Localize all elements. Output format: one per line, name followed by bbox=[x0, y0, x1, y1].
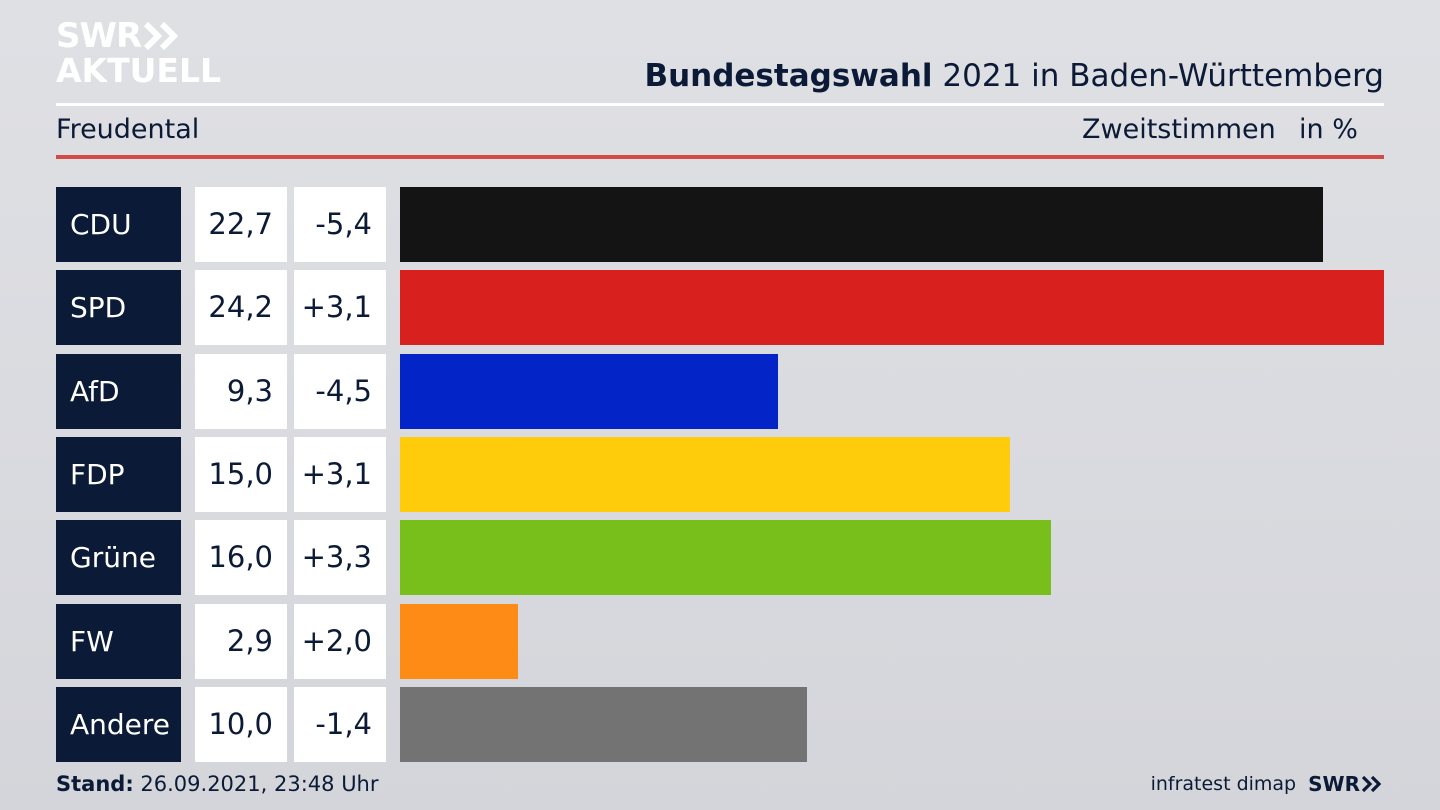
party-label: FDP bbox=[56, 437, 181, 512]
value-label: 15,0 bbox=[195, 437, 287, 512]
value-label: 10,0 bbox=[195, 687, 287, 762]
party-label: FW bbox=[56, 604, 181, 679]
timestamp: Stand: 26.09.2021, 23:48 Uhr bbox=[56, 772, 379, 796]
page-title: Bundestagswahl 2021 in Baden-Württemberg bbox=[644, 58, 1384, 94]
stand-value: 26.09.2021, 23:48 Uhr bbox=[140, 772, 379, 796]
bar bbox=[400, 437, 1010, 512]
diff-label: -5,4 bbox=[294, 187, 386, 262]
title-bold: Bundestagswahl bbox=[644, 58, 933, 94]
bar bbox=[400, 604, 518, 679]
bar bbox=[400, 687, 807, 762]
party-label: Grüne bbox=[56, 520, 181, 595]
value-label: 2,9 bbox=[195, 604, 287, 679]
swr-small-logo: SWR bbox=[1308, 772, 1384, 796]
diff-label: +3,1 bbox=[294, 270, 386, 345]
bar bbox=[400, 187, 1323, 262]
party-label: SPD bbox=[56, 270, 181, 345]
party-label: CDU bbox=[56, 187, 181, 262]
accent-divider bbox=[56, 155, 1384, 159]
double-chevron-right-icon bbox=[1362, 776, 1382, 792]
swr-aktuell-logo: SWR AKTUELL bbox=[56, 18, 221, 90]
source-label: infratest dimap bbox=[1150, 773, 1297, 795]
vote-type-label: Zweitstimmen bbox=[1082, 114, 1276, 145]
chart-row: CDU 22,7 -5,4 bbox=[0, 187, 1440, 262]
logo-text-aktuell: AKTUELL bbox=[56, 51, 222, 90]
party-label: Andere bbox=[56, 687, 181, 762]
title-rest: 2021 in Baden-Württemberg bbox=[942, 58, 1384, 94]
logo-text-swr: SWR bbox=[56, 16, 142, 56]
bar bbox=[400, 270, 1384, 345]
diff-label: -4,5 bbox=[294, 354, 386, 429]
bar bbox=[400, 520, 1051, 595]
chart-row: FDP 15,0 +3,1 bbox=[0, 437, 1440, 512]
diff-label: -1,4 bbox=[294, 687, 386, 762]
source-credit: infratest dimap SWR bbox=[1151, 772, 1384, 796]
party-label: AfD bbox=[56, 354, 181, 429]
region-label: Freudental bbox=[56, 114, 200, 145]
chart-row: FW 2,9 +2,0 bbox=[0, 604, 1440, 679]
double-chevron-right-icon bbox=[144, 22, 179, 50]
value-label: 24,2 bbox=[195, 270, 287, 345]
value-label: 22,7 bbox=[195, 187, 287, 262]
chart-row: Andere 10,0 -1,4 bbox=[0, 687, 1440, 762]
value-label: 16,0 bbox=[195, 520, 287, 595]
bar bbox=[400, 354, 778, 429]
chart-row: SPD 24,2 +3,1 bbox=[0, 270, 1440, 345]
diff-label: +3,1 bbox=[294, 437, 386, 512]
diff-label: +3,3 bbox=[294, 520, 386, 595]
chart-row: AfD 9,3 -4,5 bbox=[0, 354, 1440, 429]
diff-label: +2,0 bbox=[294, 604, 386, 679]
header-divider bbox=[56, 103, 1384, 106]
chart-row: Grüne 16,0 +3,3 bbox=[0, 520, 1440, 595]
stand-label: Stand: bbox=[56, 772, 134, 796]
value-label: 9,3 bbox=[195, 354, 287, 429]
swr-small-logo-text: SWR bbox=[1308, 772, 1360, 796]
unit-label: in % bbox=[1299, 114, 1358, 145]
